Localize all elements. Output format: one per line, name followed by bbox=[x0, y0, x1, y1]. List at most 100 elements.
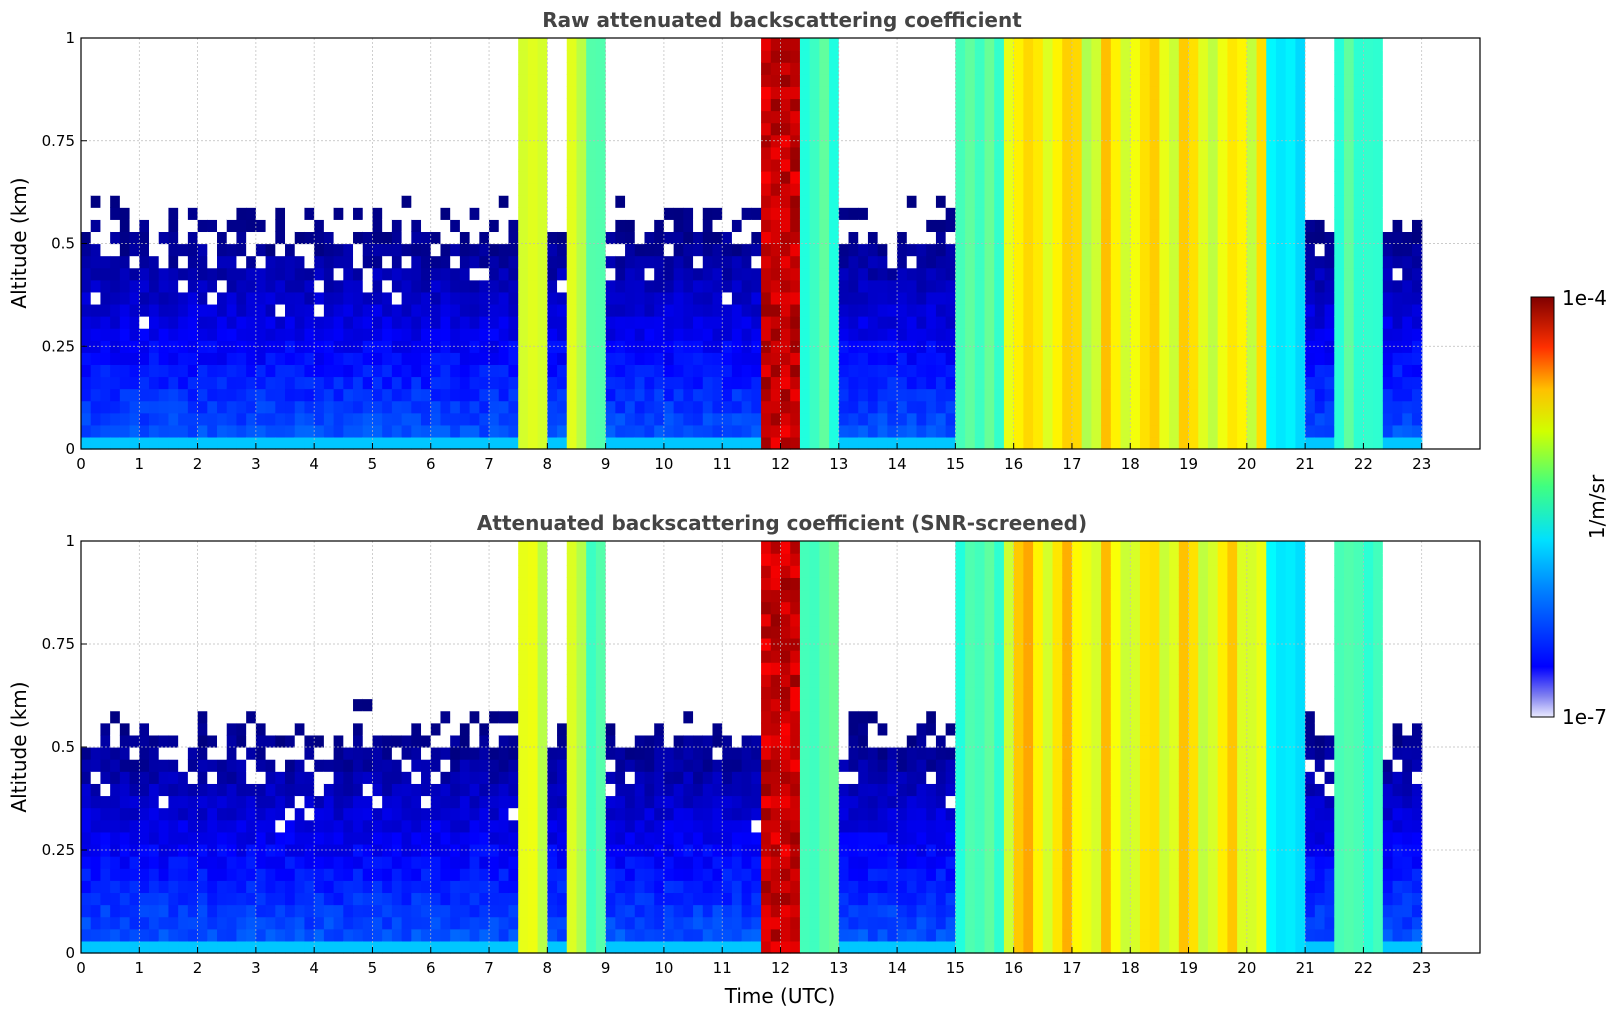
heat-cell bbox=[1324, 50, 1335, 63]
heat-cell bbox=[906, 231, 918, 245]
heat-cell bbox=[100, 880, 111, 894]
heat-cell bbox=[90, 38, 102, 51]
heat-cell bbox=[518, 303, 529, 317]
heat-cell bbox=[479, 412, 490, 426]
heat-cell bbox=[761, 231, 772, 245]
heat-cell bbox=[1169, 388, 1180, 402]
heat-cell bbox=[663, 424, 675, 438]
heat-cell bbox=[110, 674, 121, 688]
heat-cell bbox=[1139, 400, 1151, 414]
heat-cell bbox=[906, 207, 918, 220]
heat-cell bbox=[207, 279, 218, 293]
heat-cell bbox=[1353, 50, 1365, 63]
heat-cell bbox=[576, 412, 587, 426]
heat-cell bbox=[100, 734, 111, 748]
heat-cell bbox=[663, 158, 675, 172]
heat-cell bbox=[761, 219, 772, 233]
heat-cell bbox=[887, 110, 898, 124]
heat-cell bbox=[343, 279, 354, 293]
heat-cell bbox=[294, 146, 306, 160]
heat-cell bbox=[265, 158, 276, 172]
heat-cell bbox=[751, 267, 762, 281]
heat-cell bbox=[343, 74, 354, 87]
heat-cell bbox=[1334, 62, 1345, 75]
heat-cell bbox=[1324, 291, 1335, 305]
heat-cell bbox=[1110, 400, 1122, 414]
heat-cell bbox=[100, 170, 111, 184]
heat-cell bbox=[1159, 388, 1170, 402]
heat-cell bbox=[391, 98, 403, 112]
heat-cell bbox=[343, 50, 354, 63]
heat-cell bbox=[1411, 376, 1423, 390]
heat-cell bbox=[401, 74, 412, 87]
heat-cell bbox=[149, 328, 160, 341]
heat-cell bbox=[829, 291, 840, 305]
heat-cell bbox=[1246, 146, 1258, 160]
heat-cell bbox=[275, 388, 286, 402]
heat-cell bbox=[955, 424, 966, 438]
heat-cell bbox=[1013, 267, 1024, 281]
heat-cell bbox=[1023, 340, 1034, 353]
heat-cell bbox=[469, 352, 480, 365]
heat-cell bbox=[1363, 243, 1374, 257]
heat-cell bbox=[382, 388, 393, 402]
heat-cell bbox=[1198, 86, 1209, 100]
heat-cell bbox=[634, 122, 646, 136]
heat-cell bbox=[469, 328, 480, 341]
heat-cell bbox=[421, 436, 432, 450]
heat-cell bbox=[265, 400, 276, 414]
heat-cell bbox=[1159, 183, 1170, 196]
heat-cell bbox=[1207, 412, 1219, 426]
heat-cell bbox=[702, 146, 714, 160]
heat-cell bbox=[90, 158, 102, 172]
heat-cell bbox=[1207, 436, 1219, 450]
heat-cell bbox=[333, 170, 344, 184]
heat-cell bbox=[634, 436, 646, 450]
heat-cell bbox=[1266, 412, 1277, 426]
heat-cell bbox=[625, 74, 636, 87]
heat-cell bbox=[1305, 146, 1316, 160]
heat-cell bbox=[1363, 303, 1374, 317]
heat-cell bbox=[1343, 364, 1355, 378]
heat-cell bbox=[479, 183, 490, 196]
x-tick-label: 5 bbox=[368, 455, 378, 473]
heat-cell bbox=[1392, 376, 1403, 390]
heat-cell bbox=[1042, 279, 1054, 293]
heat-cell bbox=[90, 831, 102, 845]
heat-cell bbox=[1237, 424, 1248, 438]
heat-cell bbox=[1227, 195, 1238, 208]
heat-cell bbox=[926, 122, 937, 136]
heat-cell bbox=[1382, 86, 1394, 100]
heat-cell bbox=[838, 146, 850, 160]
heat-cell bbox=[1139, 424, 1151, 438]
heat-cell bbox=[1188, 279, 1199, 293]
heat-cell bbox=[887, 170, 898, 184]
heat-cell bbox=[285, 158, 296, 172]
heat-cell bbox=[187, 158, 199, 172]
heat-cell bbox=[576, 291, 587, 305]
heat-cell bbox=[110, 916, 121, 930]
heat-cell bbox=[110, 686, 121, 700]
heat-cell bbox=[178, 291, 189, 305]
heat-cell bbox=[1101, 291, 1112, 305]
heat-cell bbox=[780, 316, 791, 329]
heat-cell bbox=[751, 62, 762, 75]
heat-cell bbox=[1217, 74, 1229, 87]
heat-cell bbox=[906, 291, 918, 305]
heat-cell bbox=[1334, 170, 1345, 184]
heat-cell bbox=[1139, 74, 1151, 87]
heat-cell bbox=[139, 928, 150, 942]
heat-cell bbox=[129, 674, 140, 688]
heat-cell bbox=[489, 412, 500, 426]
heat-cell bbox=[1285, 412, 1297, 426]
heat-cell bbox=[1052, 110, 1063, 124]
heat-cell bbox=[110, 86, 121, 100]
heat-cell bbox=[770, 364, 782, 378]
heat-cell bbox=[722, 219, 733, 233]
heat-cell bbox=[547, 352, 558, 365]
heat-cell bbox=[527, 62, 539, 75]
heat-cell bbox=[867, 316, 879, 329]
heat-cell bbox=[498, 412, 510, 426]
heat-cell bbox=[1363, 436, 1374, 450]
heat-cell bbox=[654, 424, 665, 438]
